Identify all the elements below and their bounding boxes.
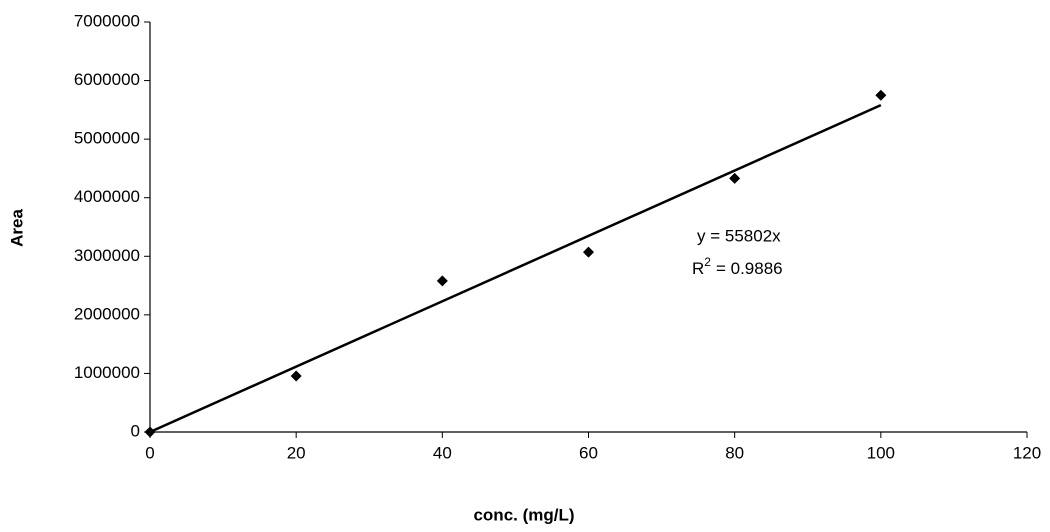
- y-tick-label: 6000000: [74, 70, 140, 89]
- y-tick-label: 7000000: [74, 11, 140, 30]
- x-axis-label: conc. (mg/L): [473, 505, 574, 524]
- x-tick-label: 60: [579, 443, 598, 462]
- y-axis-label: Area: [7, 209, 26, 247]
- r-squared-value: = 0.9886: [716, 259, 783, 278]
- data-point: [729, 172, 741, 184]
- r-squared-base: R: [692, 259, 704, 278]
- data-point: [290, 370, 302, 382]
- r-squared-exponent: 2: [704, 255, 711, 269]
- data-point: [144, 426, 156, 438]
- data-point: [583, 246, 594, 258]
- y-tick-label: 4000000: [74, 187, 140, 206]
- r-squared: R2 = 0.9886: [692, 255, 783, 278]
- y-tick-label: 1000000: [74, 363, 140, 382]
- data-point: [875, 89, 887, 101]
- y-tick-label: 3000000: [74, 246, 140, 265]
- x-tick-label: 20: [287, 443, 306, 462]
- trendline: [149, 104, 882, 434]
- data-point: [436, 275, 448, 287]
- x-tick-label: 100: [867, 443, 895, 462]
- trendline-equation: y = 55802x: [697, 226, 781, 245]
- x-tick-label: 80: [725, 443, 744, 462]
- y-tick-label: 5000000: [74, 129, 140, 148]
- y-tick-label: 0: [131, 421, 140, 440]
- y-tick-label: 2000000: [74, 304, 140, 323]
- x-tick-label: 0: [145, 443, 154, 462]
- x-tick-label: 40: [433, 443, 452, 462]
- x-tick-label: 120: [1013, 443, 1041, 462]
